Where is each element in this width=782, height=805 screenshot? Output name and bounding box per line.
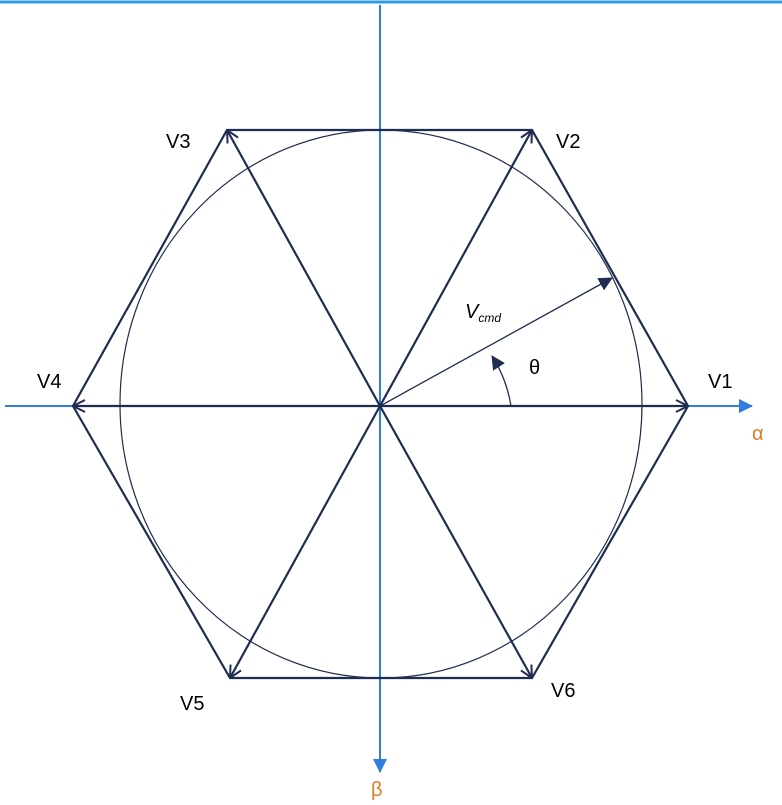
label-v3: V3	[166, 131, 190, 153]
label-alpha: α	[752, 423, 764, 445]
vector-v2	[379, 130, 532, 407]
label-v1: V1	[708, 371, 732, 393]
label-v2: V2	[556, 131, 580, 153]
label-v5: V5	[180, 693, 204, 715]
label-vcmd-sub: cmd	[478, 311, 501, 325]
theta-arc	[491, 355, 512, 407]
vector-v5	[230, 405, 381, 678]
vector-v3	[227, 130, 381, 407]
label-vcmd-main: V	[465, 301, 480, 323]
vector-v6	[379, 405, 532, 678]
label-vcmd: Vcmd	[465, 301, 501, 325]
label-beta: β	[371, 779, 383, 801]
label-v4: V4	[37, 371, 61, 393]
label-v6: V6	[551, 680, 575, 702]
vector-vcmd	[379, 277, 613, 407]
label-theta: θ	[529, 357, 540, 379]
